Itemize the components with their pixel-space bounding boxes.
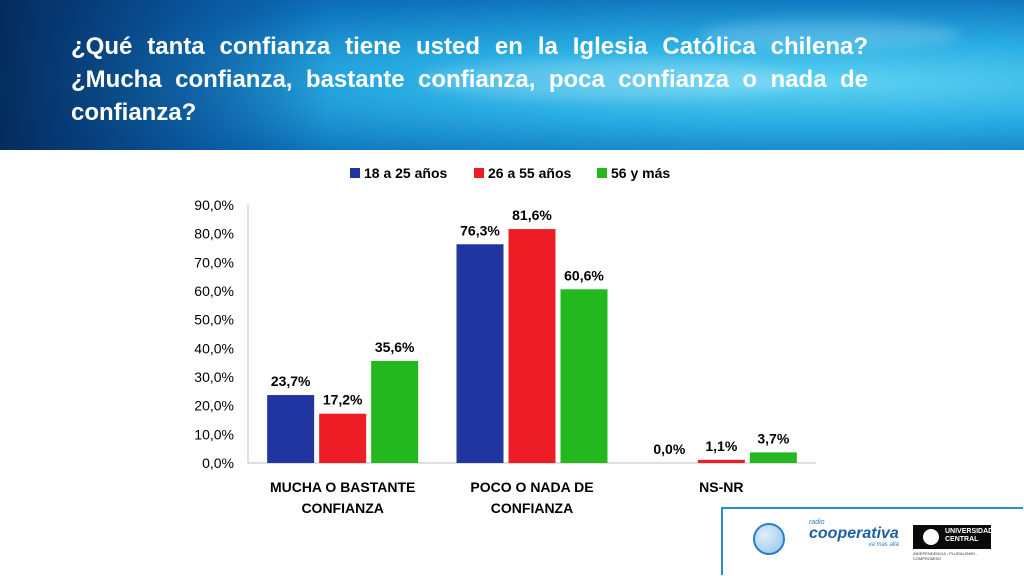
bar bbox=[371, 360, 419, 463]
y-tick-label: 80,0% bbox=[194, 226, 234, 242]
y-tick-label: 40,0% bbox=[194, 340, 234, 356]
data-label: 76,3% bbox=[460, 222, 500, 238]
cooperativa-tagline: va más allá bbox=[868, 542, 899, 548]
legend-label: 18 a 25 años bbox=[364, 165, 447, 181]
bar bbox=[560, 289, 608, 463]
header-banner: ¿Qué tanta confianza tiene usted en la I… bbox=[0, 0, 1024, 150]
data-label: 23,7% bbox=[271, 373, 311, 389]
cooperativa-logo: radio cooperativa va más allá bbox=[809, 519, 899, 548]
uc-motto: INDEPENDENCIA - PLURALISMO - COMPROMISO bbox=[913, 551, 978, 561]
bar bbox=[508, 229, 556, 463]
universidad-central-logo: UNIVERSIDAD CENTRAL INDEPENDENCIA - PLUR… bbox=[913, 525, 994, 561]
bar bbox=[319, 413, 367, 463]
data-label: 35,6% bbox=[375, 339, 415, 355]
bar bbox=[456, 244, 504, 463]
bar bbox=[267, 395, 315, 463]
banner-shade bbox=[0, 0, 330, 150]
uc-emblem-icon bbox=[923, 529, 939, 545]
y-tick-label: 50,0% bbox=[194, 312, 234, 328]
chart-svg: 0,0% 10,0% 20,0% 30,0% 40,0% 50,0% 60,0% 70,0% 8… bbox=[194, 165, 816, 516]
data-label: 0,0% bbox=[653, 441, 685, 457]
bar bbox=[697, 459, 745, 463]
bar bbox=[749, 452, 797, 463]
data-label: 81,6% bbox=[512, 207, 552, 223]
cooperativa-radio-text: radio bbox=[809, 519, 825, 526]
x-category-label: POCO O NADA DE bbox=[470, 479, 593, 495]
legend-swatch bbox=[597, 168, 607, 178]
y-tick-label: 20,0% bbox=[194, 398, 234, 414]
y-tick-label: 70,0% bbox=[194, 254, 234, 270]
legend-label: 26 a 55 años bbox=[488, 165, 571, 181]
banner-light-streak bbox=[420, 60, 800, 100]
cooperativa-name: cooperativa bbox=[809, 525, 899, 542]
x-category-label: MUCHA O BASTANTE bbox=[270, 479, 415, 495]
uc-line2: CENTRAL bbox=[945, 536, 979, 543]
legend-swatch bbox=[350, 168, 360, 178]
y-tick-label: 90,0% bbox=[194, 197, 234, 213]
uc-line1: UNIVERSIDAD bbox=[945, 528, 994, 535]
y-tick-label: 0,0% bbox=[202, 455, 234, 471]
legend-swatch bbox=[474, 168, 484, 178]
cooperativa-globe-icon bbox=[753, 523, 785, 555]
x-category-label: NS-NR bbox=[699, 479, 743, 495]
data-label: 17,2% bbox=[323, 392, 363, 408]
slide-title: ¿Qué tanta confianza tiene usted en la I… bbox=[71, 33, 868, 126]
bar-chart: 0,0% 10,0% 20,0% 30,0% 40,0% 50,0% 60,0% 70,0% 8… bbox=[0, 150, 1024, 530]
data-label: 60,6% bbox=[564, 267, 604, 283]
legend-label: 56 y más bbox=[611, 165, 670, 181]
data-label: 1,1% bbox=[705, 438, 737, 454]
data-label: 3,7% bbox=[757, 430, 789, 446]
sponsor-logos: radio cooperativa va más allá UNIVERSIDA… bbox=[721, 507, 1023, 575]
y-tick-label: 30,0% bbox=[194, 369, 234, 385]
y-tick-label: 10,0% bbox=[194, 426, 234, 442]
y-tick-label: 60,0% bbox=[194, 283, 234, 299]
x-category-label: CONFIANZA bbox=[491, 500, 573, 516]
banner-light-streak bbox=[700, 20, 960, 50]
x-category-label: CONFIANZA bbox=[301, 500, 383, 516]
